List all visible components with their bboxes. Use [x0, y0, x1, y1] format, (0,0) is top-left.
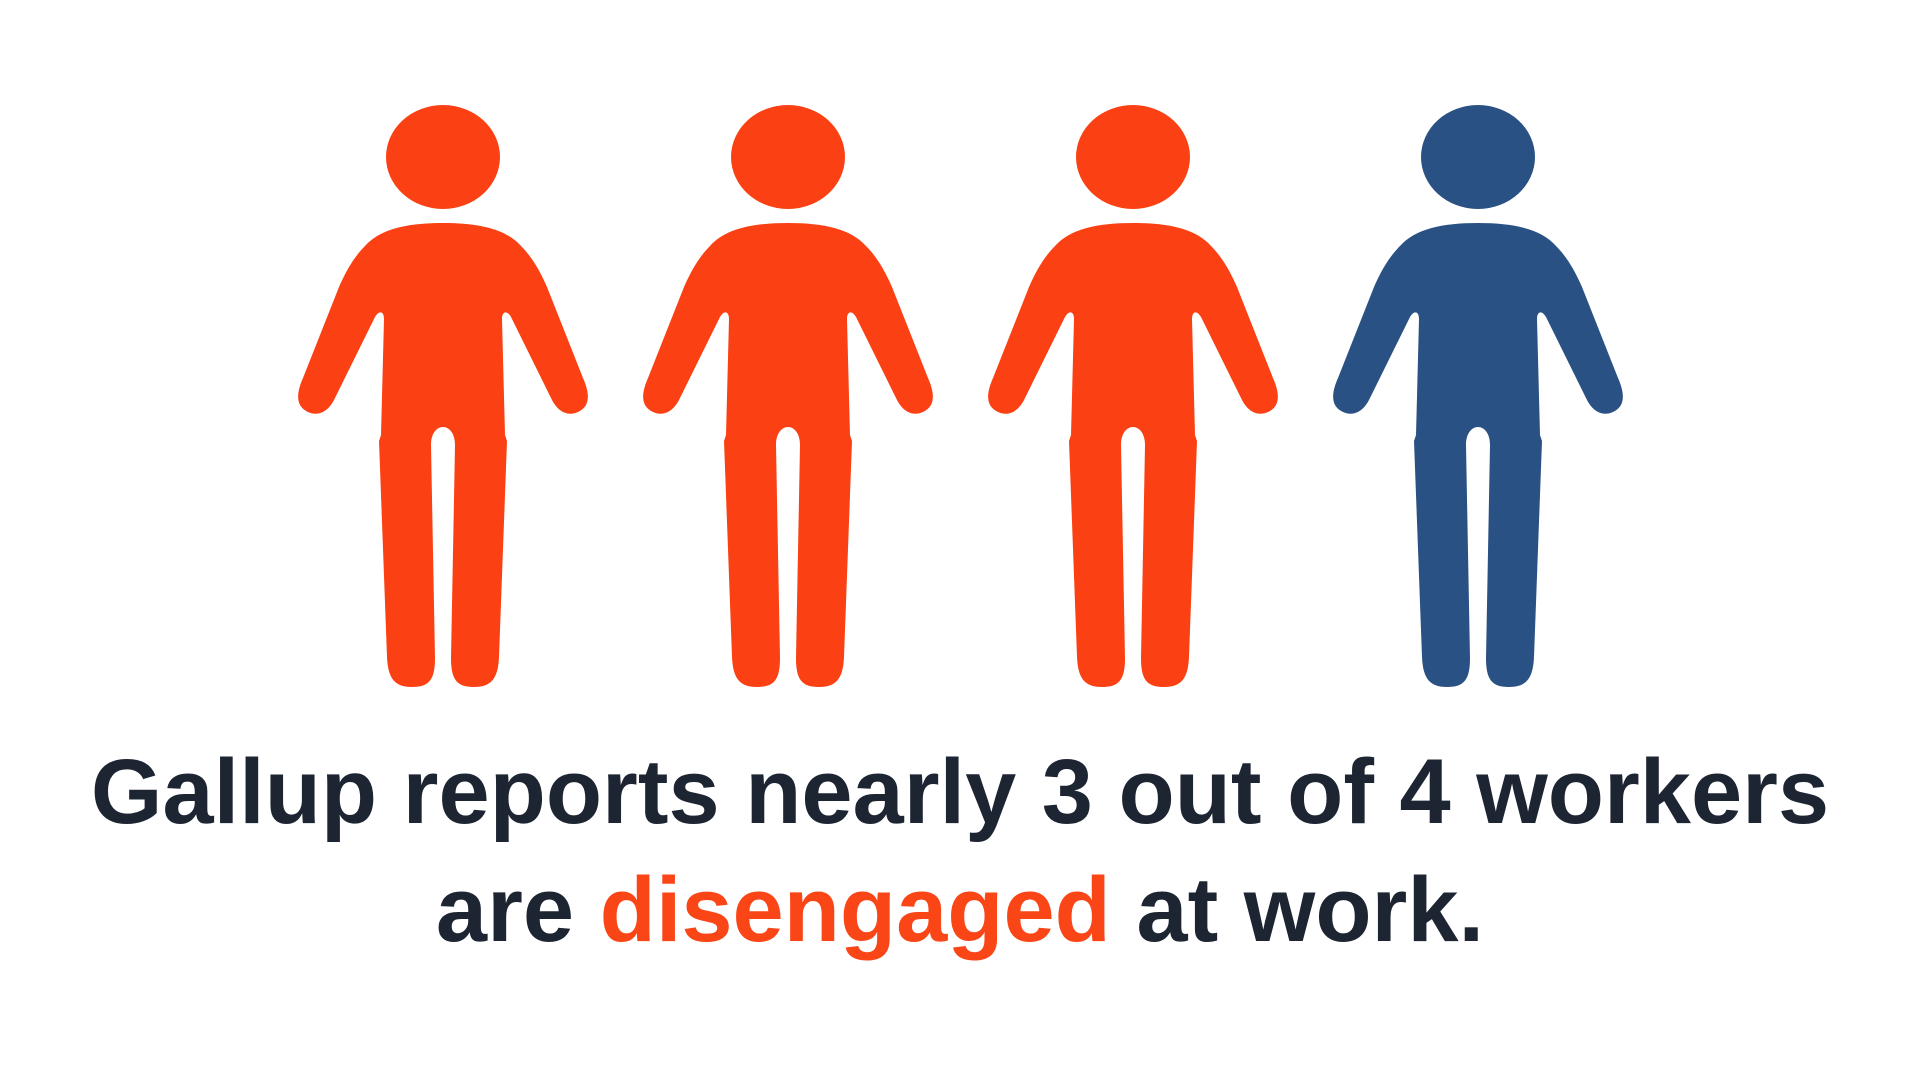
- highlight-word: disengaged: [599, 859, 1111, 961]
- person-head: [730, 105, 845, 209]
- caption-line-2-prefix: are: [435, 859, 600, 961]
- caption-line-2-suffix: at work.: [1110, 859, 1485, 961]
- caption-line-1-text: Gallup reports nearly 3 out of 4 workers: [90, 741, 1830, 843]
- person-icon-disengaged-worker: [642, 105, 933, 687]
- person-body: [642, 223, 933, 687]
- figures-row: [297, 105, 1623, 687]
- caption: Gallup reports nearly 3 out of 4 workers…: [0, 733, 1920, 969]
- person-head: [1075, 105, 1190, 209]
- person-head: [1420, 105, 1535, 209]
- person-silhouette: [987, 105, 1278, 687]
- person-body: [1332, 223, 1623, 687]
- person-icon-engaged-worker: [1332, 105, 1623, 687]
- person-silhouette: [1332, 105, 1623, 687]
- person-body: [987, 223, 1278, 687]
- caption-line-1: Gallup reports nearly 3 out of 4 workers: [0, 733, 1920, 851]
- person-silhouette: [642, 105, 933, 687]
- person-icon-disengaged-worker: [297, 105, 588, 687]
- person-body: [297, 223, 588, 687]
- person-icon-disengaged-worker: [987, 105, 1278, 687]
- person-head: [385, 105, 500, 209]
- person-silhouette: [297, 105, 588, 687]
- caption-line-2: are disengaged at work.: [0, 851, 1920, 969]
